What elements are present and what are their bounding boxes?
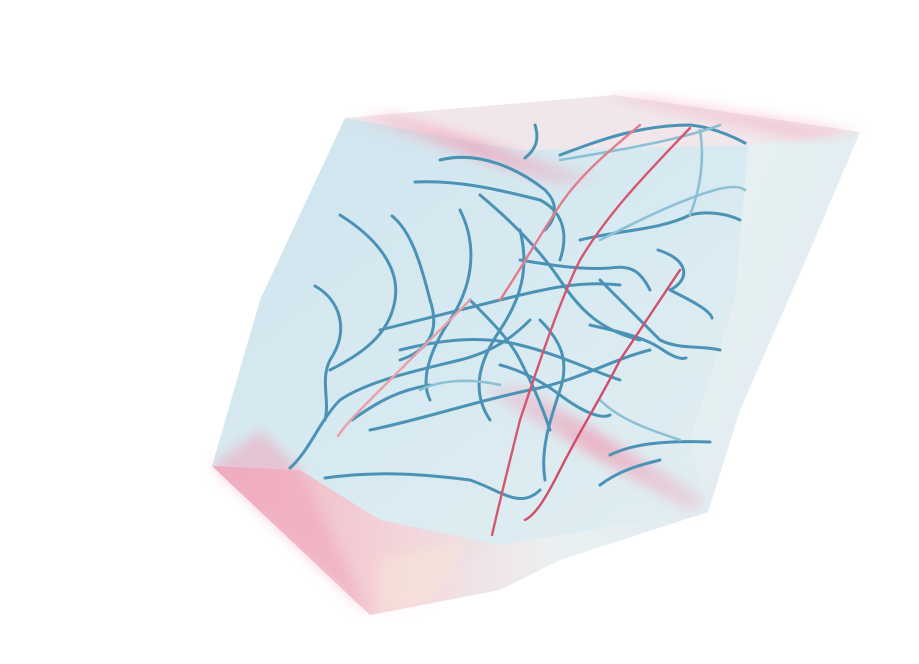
streamtube-1: [328, 213, 398, 372]
streamtube-12: [558, 123, 747, 157]
volume-right-face: [690, 132, 860, 512]
volume-band-upper: [355, 112, 600, 185]
streamtube-24: [498, 363, 612, 418]
volume-corner-pink-left: [212, 430, 370, 615]
streamtube-13: [598, 278, 722, 352]
streamtube-26: [588, 323, 688, 360]
streamtube-3: [313, 284, 343, 422]
streamtube-light-2: [598, 185, 747, 242]
volume-band-lower: [480, 385, 710, 512]
streamtube-red-1: [490, 126, 692, 537]
streamtube-light-3: [418, 379, 502, 392]
streamtube-23: [350, 383, 432, 422]
streamtubes: [288, 123, 747, 537]
streamtube-25: [523, 123, 539, 160]
streamtubes-light: [418, 123, 747, 442]
streamtube-15: [398, 338, 622, 382]
streamtube-light-1: [558, 123, 722, 162]
streamtube-red-2: [498, 123, 642, 302]
volume-surface: [212, 95, 860, 615]
streamtube-red-3: [523, 268, 682, 522]
streamtubes-red: [336, 123, 692, 537]
streamtube-20: [656, 248, 714, 320]
streamtube-5: [323, 472, 542, 501]
streamtube-18: [608, 440, 712, 457]
streamtube-7: [413, 180, 566, 262]
streamtube-red-4: [336, 298, 472, 438]
streamtube-16: [468, 298, 552, 432]
volume-corner-cream: [380, 540, 470, 612]
streamtube-light-5: [598, 398, 682, 442]
volume-corner-pink-top: [600, 95, 860, 140]
streamtube-light-4: [688, 128, 704, 217]
streamtube-19: [598, 458, 662, 487]
streamtube-22: [518, 258, 652, 292]
streamtube-17: [538, 318, 566, 482]
